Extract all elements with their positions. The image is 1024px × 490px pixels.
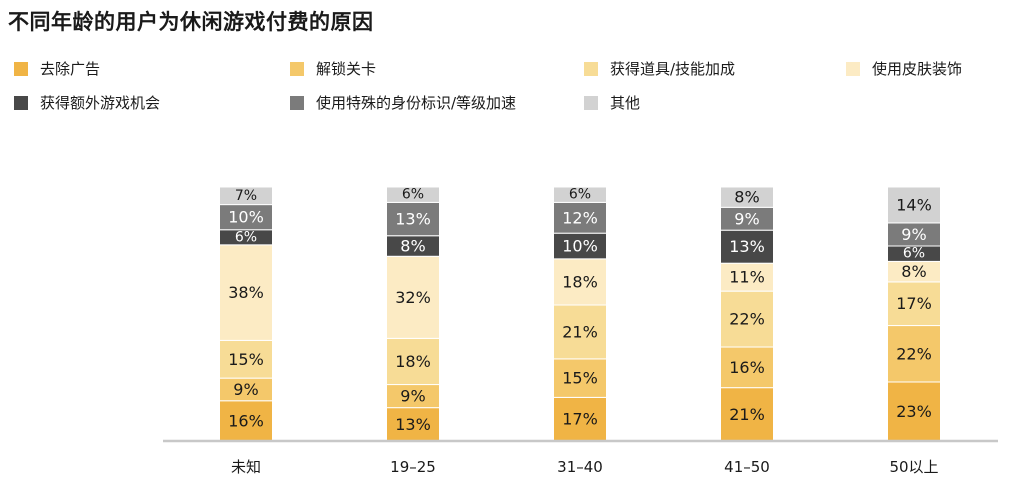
x-tick-label: 41–50	[724, 458, 770, 476]
legend-label: 去除广告	[40, 60, 101, 78]
legend-label: 使用皮肤装饰	[872, 60, 963, 78]
legend-item: 其他	[584, 92, 640, 113]
legend-swatch	[290, 95, 304, 110]
legend-label: 解锁关卡	[316, 60, 377, 78]
x-tick-label: 50以上	[889, 458, 938, 476]
data-label: 9%	[233, 380, 258, 399]
legend-item: 解锁关卡	[290, 58, 376, 79]
data-label: 8%	[400, 237, 425, 256]
legend-swatch	[584, 61, 598, 76]
data-label: 17%	[896, 294, 932, 313]
data-label: 13%	[729, 237, 765, 256]
bar-segment	[720, 262, 774, 292]
bar-segment	[386, 407, 440, 442]
bar-segment	[887, 281, 941, 327]
bar-segment	[386, 201, 440, 237]
bar-segment	[553, 232, 607, 260]
bar-segment	[386, 337, 440, 386]
legend-item: 获得道具/技能加成	[584, 58, 735, 79]
data-label: 13%	[395, 415, 431, 434]
data-label: 18%	[562, 272, 598, 291]
legend-item: 使用特殊的身份标识/等级加速	[290, 92, 516, 113]
data-label: 10%	[228, 208, 264, 227]
data-label: 11%	[729, 268, 765, 287]
data-label: 6%	[235, 229, 257, 245]
data-label: 18%	[395, 352, 431, 371]
data-label: 22%	[729, 310, 765, 329]
data-label: 17%	[562, 410, 598, 429]
data-label: 21%	[729, 405, 765, 424]
legend-label: 使用特殊的身份标识/等级加速	[316, 94, 517, 112]
data-label: 9%	[901, 225, 926, 244]
data-label: 9%	[400, 387, 425, 406]
x-tick-label: 19–25	[390, 458, 436, 476]
data-label: 10%	[562, 237, 598, 256]
bar-segment	[720, 290, 774, 348]
bar-segment	[720, 186, 774, 208]
data-label: 13%	[395, 210, 431, 229]
data-label: 16%	[228, 411, 264, 430]
data-label: 6%	[569, 187, 591, 203]
data-label: 12%	[562, 208, 598, 227]
x-tick-label: 31–40	[557, 458, 603, 476]
bar-segment	[553, 396, 607, 442]
data-label: 9%	[734, 209, 759, 228]
bar-segment	[720, 346, 774, 389]
legend-label: 其他	[610, 94, 641, 112]
bar-segment	[219, 204, 273, 231]
legend-swatch	[290, 61, 304, 76]
data-label: 15%	[228, 350, 264, 369]
chart-title: 不同年龄的用户为休闲游戏付费的原因	[8, 10, 374, 34]
data-label: 6%	[402, 187, 424, 203]
bar-segment	[219, 244, 273, 341]
bar-segment	[553, 258, 607, 306]
legend-label: 获得额外游戏机会	[40, 94, 161, 112]
legend-item: 使用皮肤装饰	[846, 58, 962, 79]
data-label: 8%	[734, 188, 759, 207]
bar-segment	[887, 186, 941, 224]
legend-swatch	[14, 95, 28, 110]
data-label: 7%	[235, 188, 257, 204]
bar-segment	[219, 186, 273, 206]
data-label: 38%	[228, 283, 264, 302]
data-label: 15%	[562, 369, 598, 388]
legend-swatch	[14, 61, 28, 76]
bar-segment	[887, 325, 941, 383]
data-label: 8%	[901, 262, 926, 281]
data-label: 14%	[896, 195, 932, 214]
bar-segment	[553, 186, 607, 203]
data-label: 6%	[903, 246, 925, 262]
bar-segment	[553, 358, 607, 398]
data-label: 21%	[562, 322, 598, 341]
x-tick-label: 未知	[231, 458, 261, 476]
data-label: 32%	[395, 288, 431, 307]
legend-swatch	[846, 61, 860, 76]
bar-segment	[553, 304, 607, 360]
bar-segment	[887, 381, 941, 442]
data-label: 16%	[729, 358, 765, 377]
legend-swatch	[584, 95, 598, 110]
bar-segment	[386, 186, 440, 203]
legend-item: 去除广告	[14, 58, 100, 79]
bar-segment	[720, 387, 774, 442]
legend-item: 获得额外游戏机会	[14, 92, 160, 113]
data-label: 23%	[896, 402, 932, 421]
legend-label: 获得道具/技能加成	[610, 60, 736, 78]
data-label: 22%	[896, 344, 932, 363]
bar-segment	[219, 339, 273, 379]
